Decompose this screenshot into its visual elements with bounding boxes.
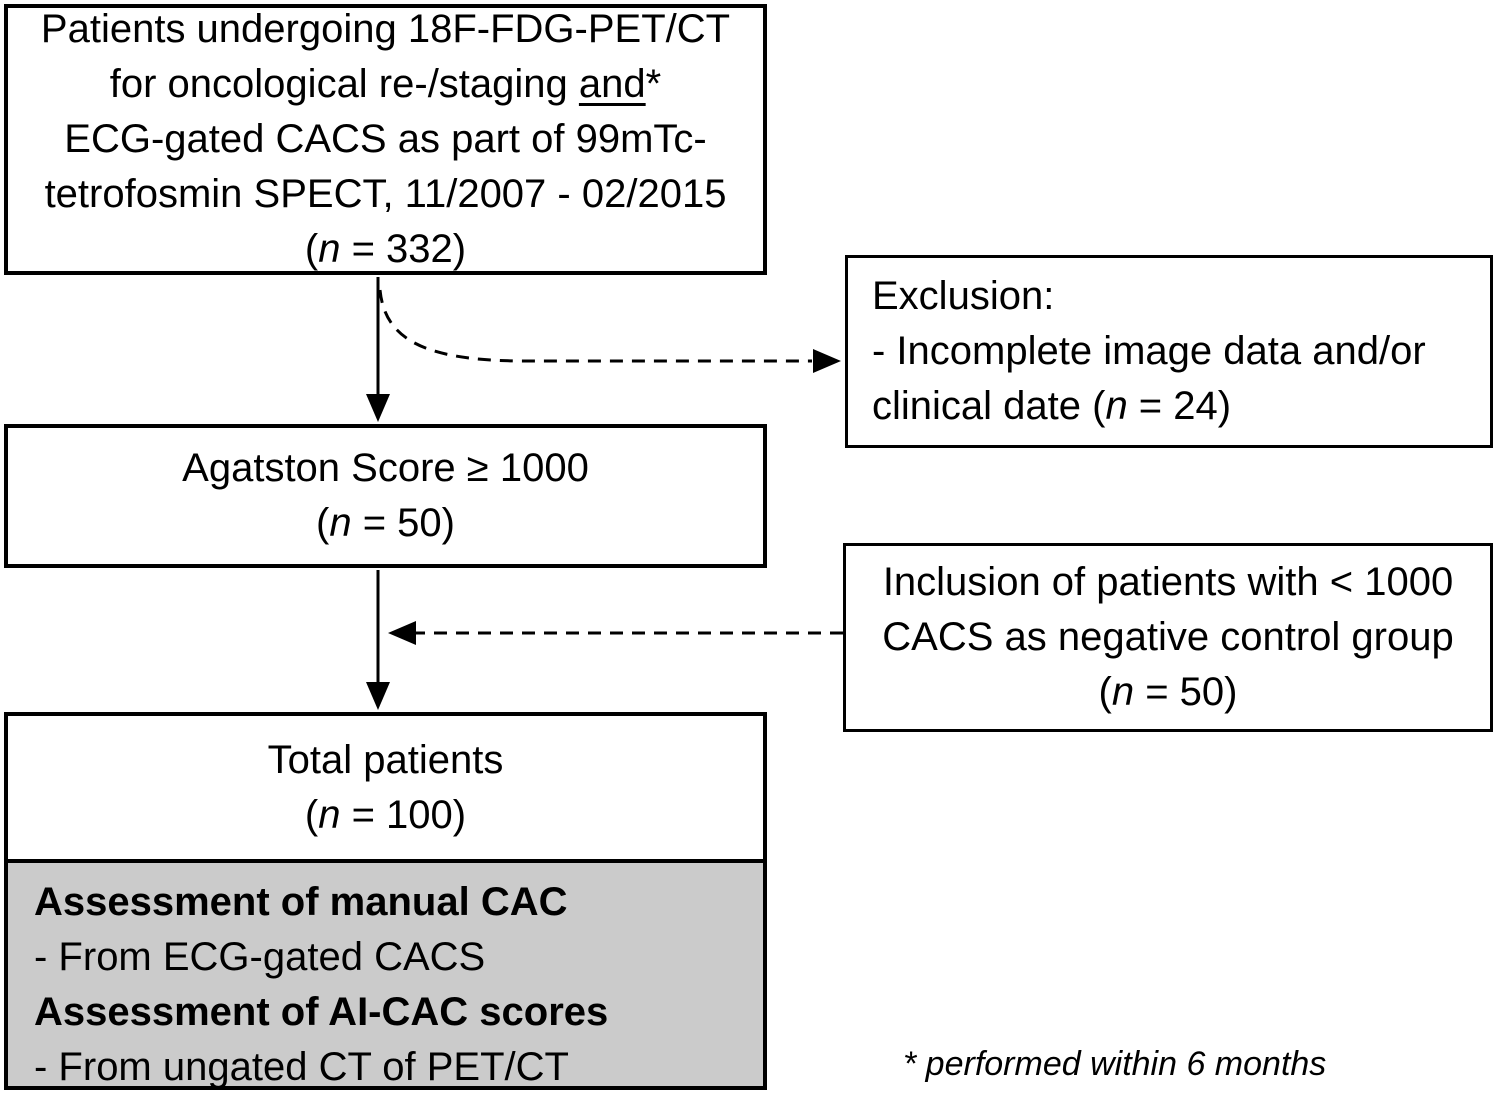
- inclusion-count-n: n: [1111, 670, 1135, 714]
- assessment-header-ai: Assessment of AI-CAC scores: [34, 990, 609, 1034]
- initial-line-2: for oncological re-/staging and*: [8, 57, 763, 112]
- initial-count-rest: = 332): [340, 227, 467, 271]
- total-count: (n = 100): [8, 788, 763, 843]
- exclusion-count-n: n: [1105, 384, 1128, 428]
- arrow-initial-to-agatston: [366, 277, 390, 422]
- agatston-count-n: n: [329, 501, 352, 545]
- footnote-asterisk: * performed within 6 months: [903, 1045, 1327, 1083]
- box-inclusion-control-group: Inclusion of patients with < 1000 CACS a…: [843, 543, 1493, 732]
- arrow-inclusion-to-flow: [388, 621, 843, 645]
- agatston-count-rest: = 50): [351, 501, 455, 545]
- initial-line-1: Patients undergoing 18F-FDG-PET/CT: [40, 7, 731, 51]
- inclusion-count: (n = 50): [846, 665, 1490, 720]
- inclusion-line-2: CACS as negative control group: [882, 615, 1454, 659]
- assessment-item-ungated: - From ungated CT of PET/CT: [34, 1045, 569, 1089]
- initial-line-2-asterisk: *: [645, 62, 662, 106]
- initial-count: (n = 332): [8, 222, 763, 277]
- assessment-header-manual: Assessment of manual CAC: [34, 880, 568, 924]
- initial-line-2-underlined-and: and: [578, 62, 646, 106]
- initial-count-open: (: [304, 227, 319, 271]
- agatston-count-open: (: [316, 501, 330, 545]
- exclusion-line-3-post: = 24): [1127, 384, 1232, 428]
- assessment-item-ecg-gated: - From ECG-gated CACS: [34, 935, 486, 979]
- exclusion-line-1: Exclusion:: [872, 274, 1055, 318]
- total-count-n: n: [318, 792, 341, 837]
- inclusion-count-open: (: [1098, 670, 1112, 714]
- total-line-1: Total patients: [267, 737, 504, 782]
- agatston-count: (n = 50): [8, 496, 763, 551]
- box-initial-cohort: Patients undergoing 18F-FDG-PET/CT for o…: [4, 4, 767, 275]
- assessment-section: Assessment of manual CAC - From ECG-gate…: [8, 859, 763, 1089]
- exclusion-line-3-pre: clinical date (: [872, 384, 1106, 428]
- arrow-agatston-to-total: [366, 570, 390, 710]
- exclusion-line-2: - Incomplete image data and/or: [872, 329, 1426, 373]
- inclusion-line-1: Inclusion of patients with < 1000: [882, 560, 1454, 604]
- agatston-line-1: Agatston Score ≥ 1000: [182, 446, 589, 490]
- initial-line-3: ECG-gated CACS as part of 99mTc-: [64, 117, 707, 161]
- initial-line-2-pre: for oncological re-/staging: [109, 62, 579, 106]
- arrow-initial-to-exclusion: [378, 289, 841, 373]
- total-count-open: (: [304, 792, 319, 837]
- inclusion-count-rest: = 50): [1134, 670, 1238, 714]
- exclusion-line-3: clinical date (n = 24): [872, 379, 1480, 434]
- box-agatston-score: Agatston Score ≥ 1000 (n = 50): [4, 424, 767, 568]
- box-exclusion: Exclusion: - Incomplete image data and/o…: [845, 255, 1493, 448]
- initial-count-n: n: [318, 227, 341, 271]
- box-total-patients: Total patients (n = 100) Assessment of m…: [4, 712, 767, 1090]
- total-count-rest: = 100): [340, 792, 467, 837]
- initial-line-4: tetrofosmin SPECT, 11/2007 - 02/2015: [44, 172, 727, 216]
- total-patients-section: Total patients (n = 100): [8, 716, 763, 859]
